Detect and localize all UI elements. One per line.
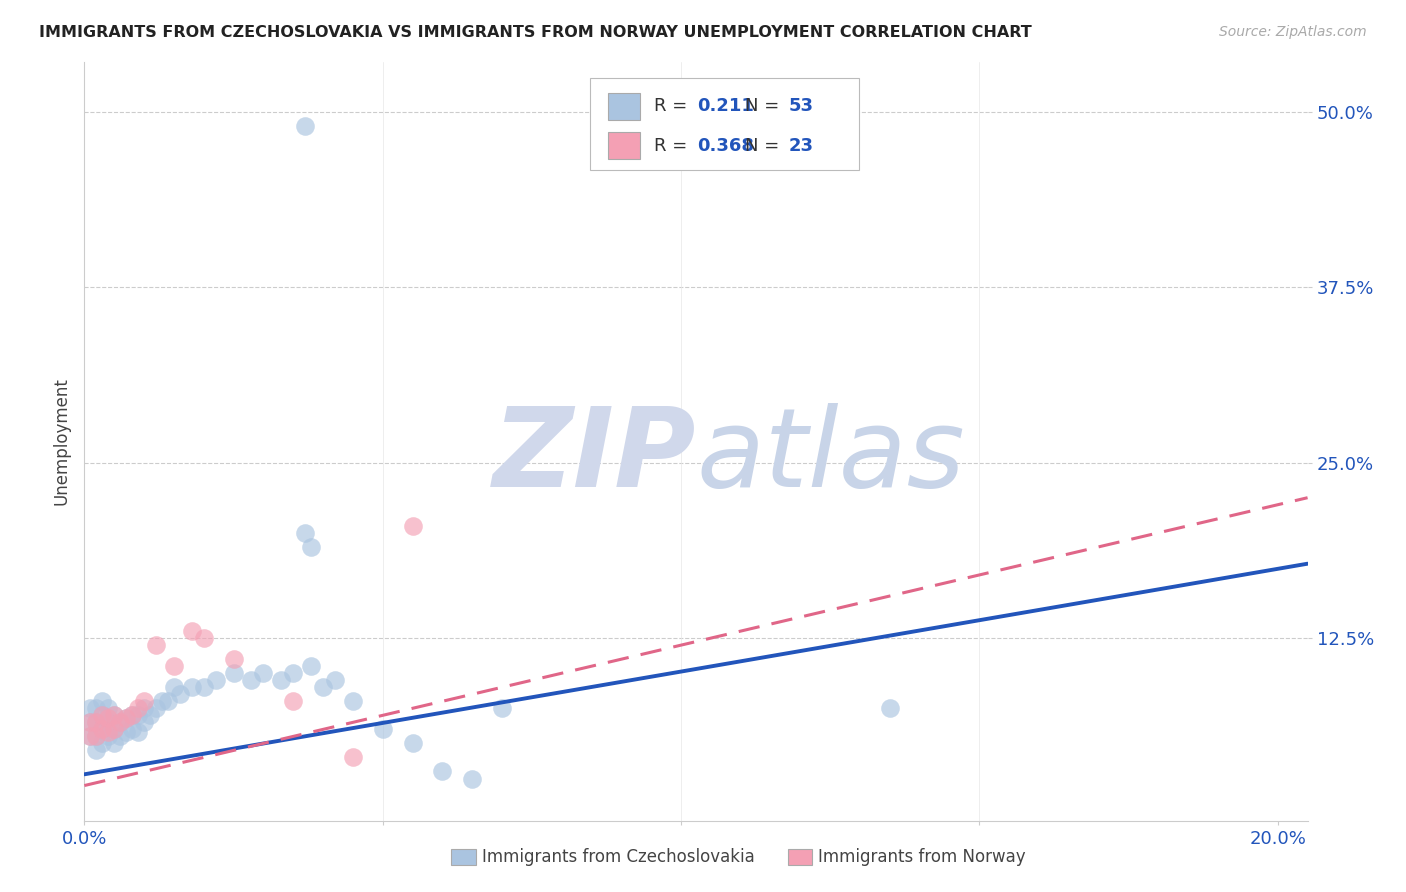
Point xyxy=(127,708,149,723)
Point xyxy=(180,624,202,639)
Point xyxy=(115,725,138,739)
Point xyxy=(204,673,226,688)
Point xyxy=(163,659,186,673)
Text: 23: 23 xyxy=(789,136,814,155)
Point xyxy=(461,772,484,786)
Text: 0.368: 0.368 xyxy=(697,136,754,155)
Point xyxy=(145,638,167,652)
Point xyxy=(240,673,263,688)
Text: N =: N = xyxy=(745,136,785,155)
Point xyxy=(79,730,101,744)
Text: Immigrants from Czechoslovakia: Immigrants from Czechoslovakia xyxy=(482,848,755,866)
FancyBboxPatch shape xyxy=(589,78,859,170)
Point xyxy=(103,708,125,723)
Point xyxy=(91,694,114,708)
Point xyxy=(132,715,155,730)
Point xyxy=(193,680,215,694)
Point xyxy=(91,736,114,750)
Point xyxy=(97,701,120,715)
Point xyxy=(156,694,179,708)
Point xyxy=(132,694,155,708)
Point xyxy=(342,750,364,764)
Point xyxy=(79,715,101,730)
Point xyxy=(127,701,149,715)
Point xyxy=(108,715,131,730)
Text: R =: R = xyxy=(654,136,693,155)
Bar xyxy=(607,132,640,160)
Point xyxy=(79,715,101,730)
Point xyxy=(145,701,167,715)
Point xyxy=(84,730,107,744)
Point xyxy=(108,715,131,730)
Point xyxy=(371,723,394,737)
Point xyxy=(139,708,162,723)
Text: ZIP: ZIP xyxy=(492,403,696,510)
Text: 0.211: 0.211 xyxy=(697,97,754,115)
Text: 53: 53 xyxy=(789,97,814,115)
Point xyxy=(115,711,138,725)
Point xyxy=(121,708,143,723)
Point xyxy=(84,730,107,744)
Point xyxy=(97,711,120,725)
Point xyxy=(91,723,114,737)
Point xyxy=(163,680,186,694)
Text: atlas: atlas xyxy=(696,403,965,510)
Point xyxy=(91,708,114,723)
Point xyxy=(169,687,191,701)
Point xyxy=(84,715,107,730)
Bar xyxy=(451,848,475,865)
Point xyxy=(91,708,114,723)
Point xyxy=(193,631,215,645)
Point xyxy=(879,701,901,715)
Point xyxy=(294,119,316,133)
Point xyxy=(103,723,125,737)
Point xyxy=(222,652,245,666)
Bar xyxy=(607,93,640,120)
Point xyxy=(108,730,131,744)
Point xyxy=(91,723,114,737)
Point xyxy=(97,715,120,730)
Point xyxy=(103,708,125,723)
Point xyxy=(97,725,120,739)
Point xyxy=(150,694,173,708)
Text: N =: N = xyxy=(745,97,785,115)
Point xyxy=(121,708,143,723)
Point xyxy=(299,540,322,554)
Bar xyxy=(787,848,813,865)
Text: Immigrants from Norway: Immigrants from Norway xyxy=(818,848,1026,866)
Point xyxy=(121,723,143,737)
Point xyxy=(103,723,125,737)
Point xyxy=(270,673,292,688)
Point xyxy=(312,680,335,694)
Text: Source: ZipAtlas.com: Source: ZipAtlas.com xyxy=(1219,25,1367,39)
Point xyxy=(222,666,245,681)
Point xyxy=(79,701,101,715)
Text: IMMIGRANTS FROM CZECHOSLOVAKIA VS IMMIGRANTS FROM NORWAY UNEMPLOYMENT CORRELATIO: IMMIGRANTS FROM CZECHOSLOVAKIA VS IMMIGR… xyxy=(39,25,1032,40)
Point xyxy=(299,659,322,673)
Point xyxy=(84,715,107,730)
Point xyxy=(283,694,305,708)
Point xyxy=(294,525,316,540)
Text: R =: R = xyxy=(654,97,693,115)
Point xyxy=(132,701,155,715)
Point xyxy=(84,743,107,757)
Point xyxy=(401,518,423,533)
Point xyxy=(127,725,149,739)
Point xyxy=(103,736,125,750)
Point xyxy=(342,694,364,708)
Point xyxy=(323,673,346,688)
Point xyxy=(97,730,120,744)
Point xyxy=(115,711,138,725)
Point xyxy=(84,701,107,715)
Y-axis label: Unemployment: Unemployment xyxy=(52,377,70,506)
Point xyxy=(491,701,513,715)
Point xyxy=(79,730,101,744)
Point xyxy=(252,666,274,681)
Point xyxy=(180,680,202,694)
Point xyxy=(432,764,454,779)
Point xyxy=(283,666,305,681)
Point xyxy=(401,736,423,750)
